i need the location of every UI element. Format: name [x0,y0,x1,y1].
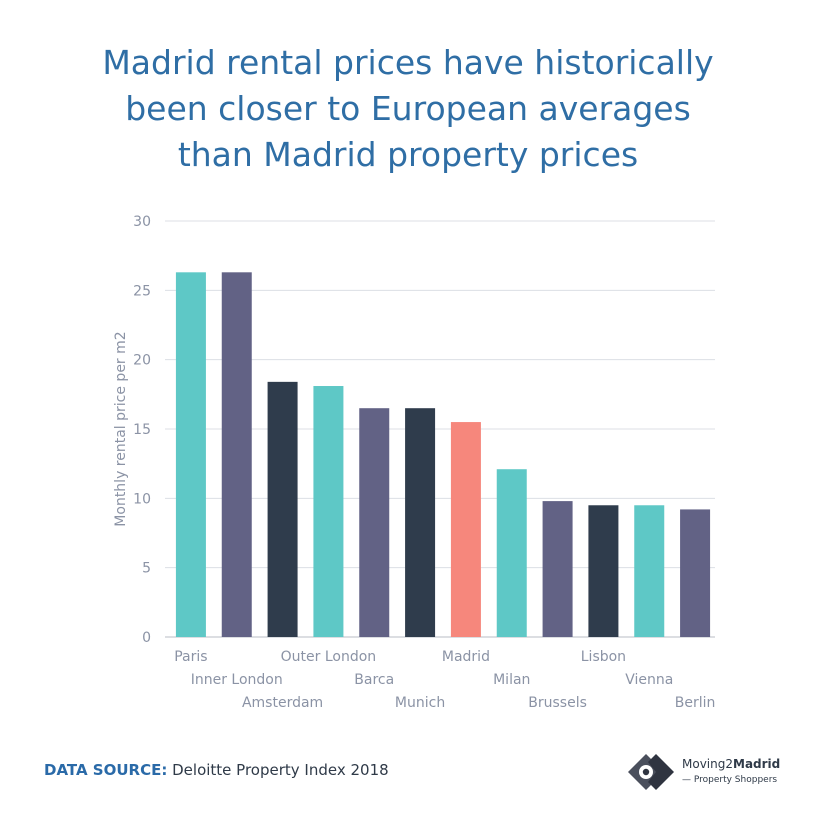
x-tick-label: Barca [354,672,394,688]
brand-prefix: Moving2 [682,757,733,771]
bar-inner-london [221,272,252,637]
x-tick-label: Milan [493,672,530,688]
data-source: DATA SOURCE: Deloitte Property Index 201… [44,761,389,779]
bar-brussels [542,501,573,637]
x-tick-label: Brussels [528,695,587,711]
title-line-1: Madrid rental prices have historically [102,43,714,82]
x-tick-label: Madrid [442,649,490,665]
x-tick-label: Berlin [675,695,716,711]
y-tick-label: 5 [142,561,151,577]
bar-milan [496,469,527,637]
x-tick-label: Munich [395,695,445,711]
x-tick-label: Outer London [281,649,377,665]
bar-berlin [680,509,711,637]
y-tick-label: 20 [133,353,151,369]
y-axis-label: Monthly rental price per m2 [113,331,129,526]
data-source-text: Deloitte Property Index 2018 [172,761,389,779]
title-line-2: been closer to European averages [125,89,691,128]
bar-outer-london [313,386,344,637]
brand-name: Moving2Madrid [682,757,780,771]
data-source-label: DATA SOURCE: [44,761,168,779]
gridlines [165,220,715,638]
y-tick-label: 25 [133,283,151,299]
bars [175,272,711,637]
brand-logo: Moving2Madrid — Property Shoppers [626,752,796,792]
y-tick-label: 10 [133,491,151,507]
y-tick-label: 30 [133,214,151,230]
bar-munich [405,408,436,637]
bar-amsterdam [267,381,298,637]
x-tick-label: Lisbon [581,649,626,665]
bar-vienna [634,505,665,637]
title-line-3: than Madrid property prices [177,135,639,174]
bar-barca [359,408,390,637]
y-axis-ticks: 0 5 10 15 20 25 30 [133,214,151,646]
x-tick-label: Inner London [191,672,283,688]
bar-madrid [450,422,481,637]
bar-lisbon [588,505,619,637]
y-tick-label: 15 [133,422,151,438]
x-tick-label: Paris [174,649,207,665]
bar-paris [175,272,206,637]
x-tick-label: Vienna [625,672,673,688]
y-tick-label: 0 [142,630,151,646]
x-tick-label: Amsterdam [242,695,323,711]
logo-icon [628,754,674,790]
brand-suffix: Madrid [733,757,781,771]
brand-tagline: — Property Shoppers [682,775,778,785]
chart-title: Madrid rental prices have historically b… [40,40,776,178]
x-axis-labels: Paris Inner London Amsterdam Outer London Ba… [174,649,715,711]
